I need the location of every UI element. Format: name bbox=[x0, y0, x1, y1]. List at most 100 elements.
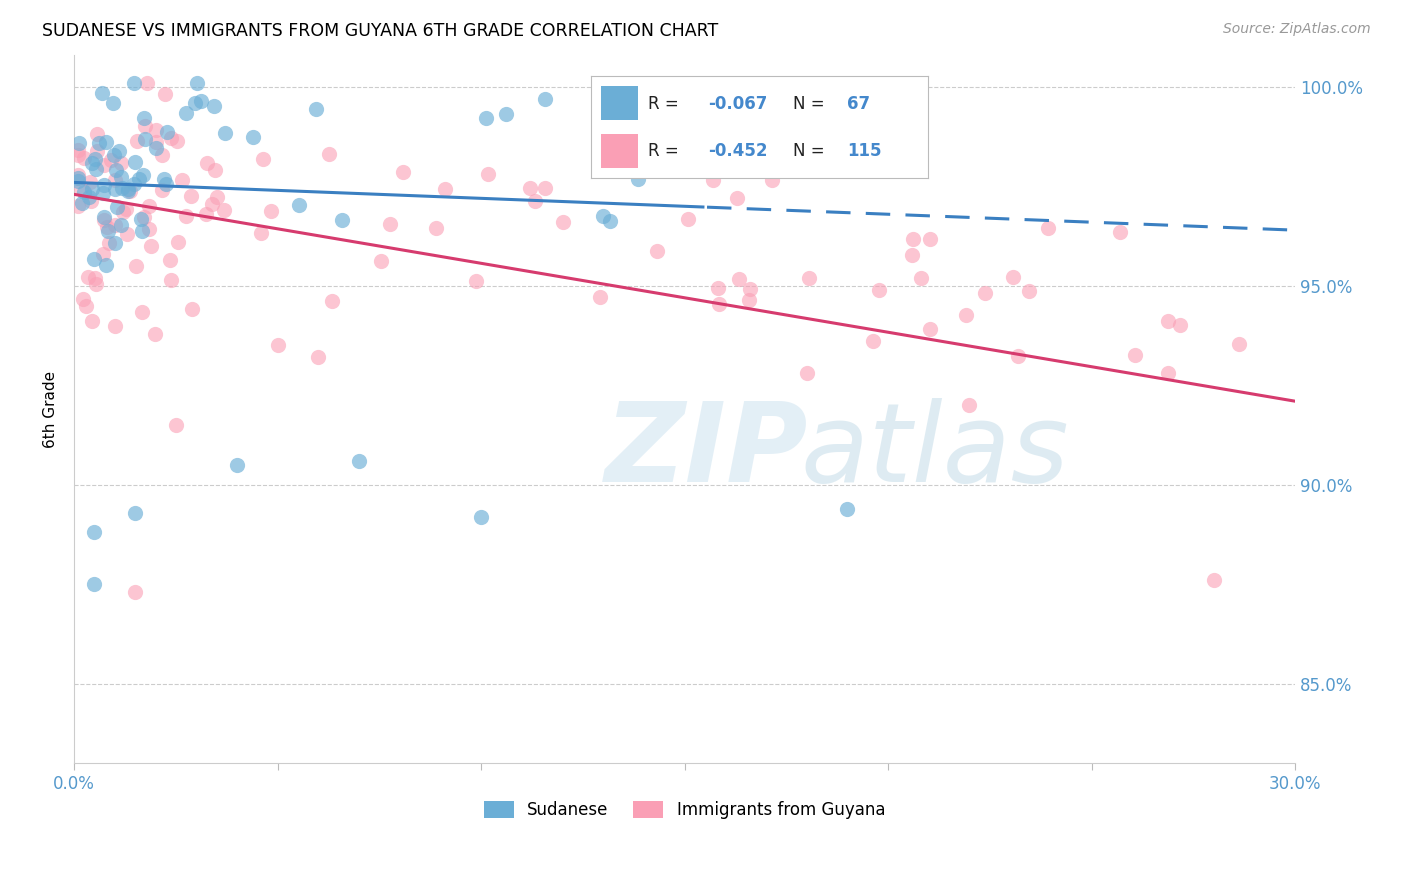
Point bbox=[212, 202, 235, 217]
Point bbox=[136, 76, 159, 90]
Point bbox=[86, 145, 108, 159]
Point bbox=[186, 76, 208, 90]
Point bbox=[80, 156, 103, 170]
Point bbox=[523, 194, 546, 208]
Point bbox=[150, 147, 173, 161]
Point bbox=[67, 136, 90, 151]
Point bbox=[225, 458, 247, 472]
Point bbox=[266, 338, 288, 352]
Point bbox=[145, 136, 167, 150]
Point bbox=[129, 211, 152, 226]
Y-axis label: 6th Grade: 6th Grade bbox=[44, 370, 58, 448]
Point bbox=[96, 219, 118, 234]
Point bbox=[165, 418, 187, 433]
Point bbox=[101, 95, 124, 110]
Point bbox=[166, 235, 188, 250]
Point bbox=[974, 286, 997, 301]
Text: 115: 115 bbox=[846, 142, 882, 160]
Point bbox=[91, 186, 114, 200]
Point bbox=[910, 270, 932, 285]
Point bbox=[125, 259, 148, 273]
Point bbox=[589, 290, 612, 304]
Point bbox=[318, 147, 340, 161]
Point bbox=[370, 253, 392, 268]
Point bbox=[100, 153, 122, 168]
Point bbox=[131, 305, 153, 319]
Point bbox=[619, 153, 641, 168]
Point bbox=[93, 178, 115, 192]
Point bbox=[104, 235, 127, 250]
Point bbox=[433, 182, 456, 196]
Point bbox=[249, 226, 271, 240]
Point bbox=[84, 271, 107, 285]
Point bbox=[87, 136, 110, 150]
Point bbox=[67, 171, 90, 186]
Point bbox=[77, 190, 100, 204]
Point bbox=[115, 227, 138, 241]
Point bbox=[91, 87, 114, 101]
Point bbox=[495, 106, 517, 120]
Point bbox=[707, 297, 730, 311]
Point bbox=[131, 224, 153, 238]
Point bbox=[93, 247, 115, 261]
Point bbox=[477, 167, 499, 181]
Point bbox=[160, 130, 183, 145]
Point bbox=[104, 182, 127, 196]
Point bbox=[592, 209, 614, 223]
Point bbox=[73, 151, 96, 165]
Point bbox=[84, 277, 107, 292]
Point bbox=[1157, 314, 1180, 328]
Point bbox=[83, 252, 105, 267]
Point bbox=[84, 152, 107, 166]
Point bbox=[105, 200, 128, 214]
Point bbox=[138, 222, 160, 236]
Point bbox=[83, 525, 105, 540]
Point bbox=[180, 189, 202, 203]
Point bbox=[145, 141, 167, 155]
Point bbox=[124, 585, 146, 599]
Point bbox=[242, 130, 264, 145]
Point bbox=[84, 162, 107, 177]
Point bbox=[131, 168, 153, 182]
Legend: Sudanese, Immigrants from Guyana: Sudanese, Immigrants from Guyana bbox=[477, 794, 891, 826]
Point bbox=[205, 190, 228, 204]
Point bbox=[599, 213, 621, 227]
Point bbox=[1157, 366, 1180, 380]
Point bbox=[67, 169, 90, 183]
Point bbox=[94, 135, 117, 149]
Point bbox=[138, 199, 160, 213]
Point bbox=[117, 184, 139, 198]
Point bbox=[67, 143, 90, 157]
Text: R =: R = bbox=[648, 142, 683, 160]
Point bbox=[156, 125, 179, 139]
Text: ZIP: ZIP bbox=[605, 398, 808, 505]
Point bbox=[347, 454, 370, 468]
Point bbox=[901, 248, 924, 262]
Point bbox=[118, 185, 141, 199]
Point bbox=[153, 172, 176, 186]
Point bbox=[122, 76, 145, 90]
Point bbox=[252, 152, 274, 166]
Point bbox=[145, 123, 167, 137]
Text: atlas: atlas bbox=[800, 398, 1069, 505]
Point bbox=[122, 177, 145, 191]
Bar bbox=[600, 135, 638, 168]
Point bbox=[103, 218, 125, 232]
Point bbox=[104, 318, 127, 333]
Point bbox=[260, 204, 283, 219]
Point bbox=[108, 144, 131, 158]
Point bbox=[1018, 284, 1040, 298]
Point bbox=[181, 301, 204, 316]
Point bbox=[475, 112, 498, 126]
Point bbox=[645, 244, 668, 259]
Point bbox=[72, 195, 94, 210]
Point bbox=[124, 506, 146, 520]
Text: -0.067: -0.067 bbox=[709, 95, 768, 112]
Point bbox=[761, 172, 783, 186]
Text: Source: ZipAtlas.com: Source: ZipAtlas.com bbox=[1223, 22, 1371, 37]
Text: -0.452: -0.452 bbox=[709, 142, 768, 160]
Point bbox=[70, 180, 93, 194]
Point bbox=[1007, 349, 1029, 363]
Point bbox=[288, 197, 311, 211]
Point bbox=[166, 135, 188, 149]
